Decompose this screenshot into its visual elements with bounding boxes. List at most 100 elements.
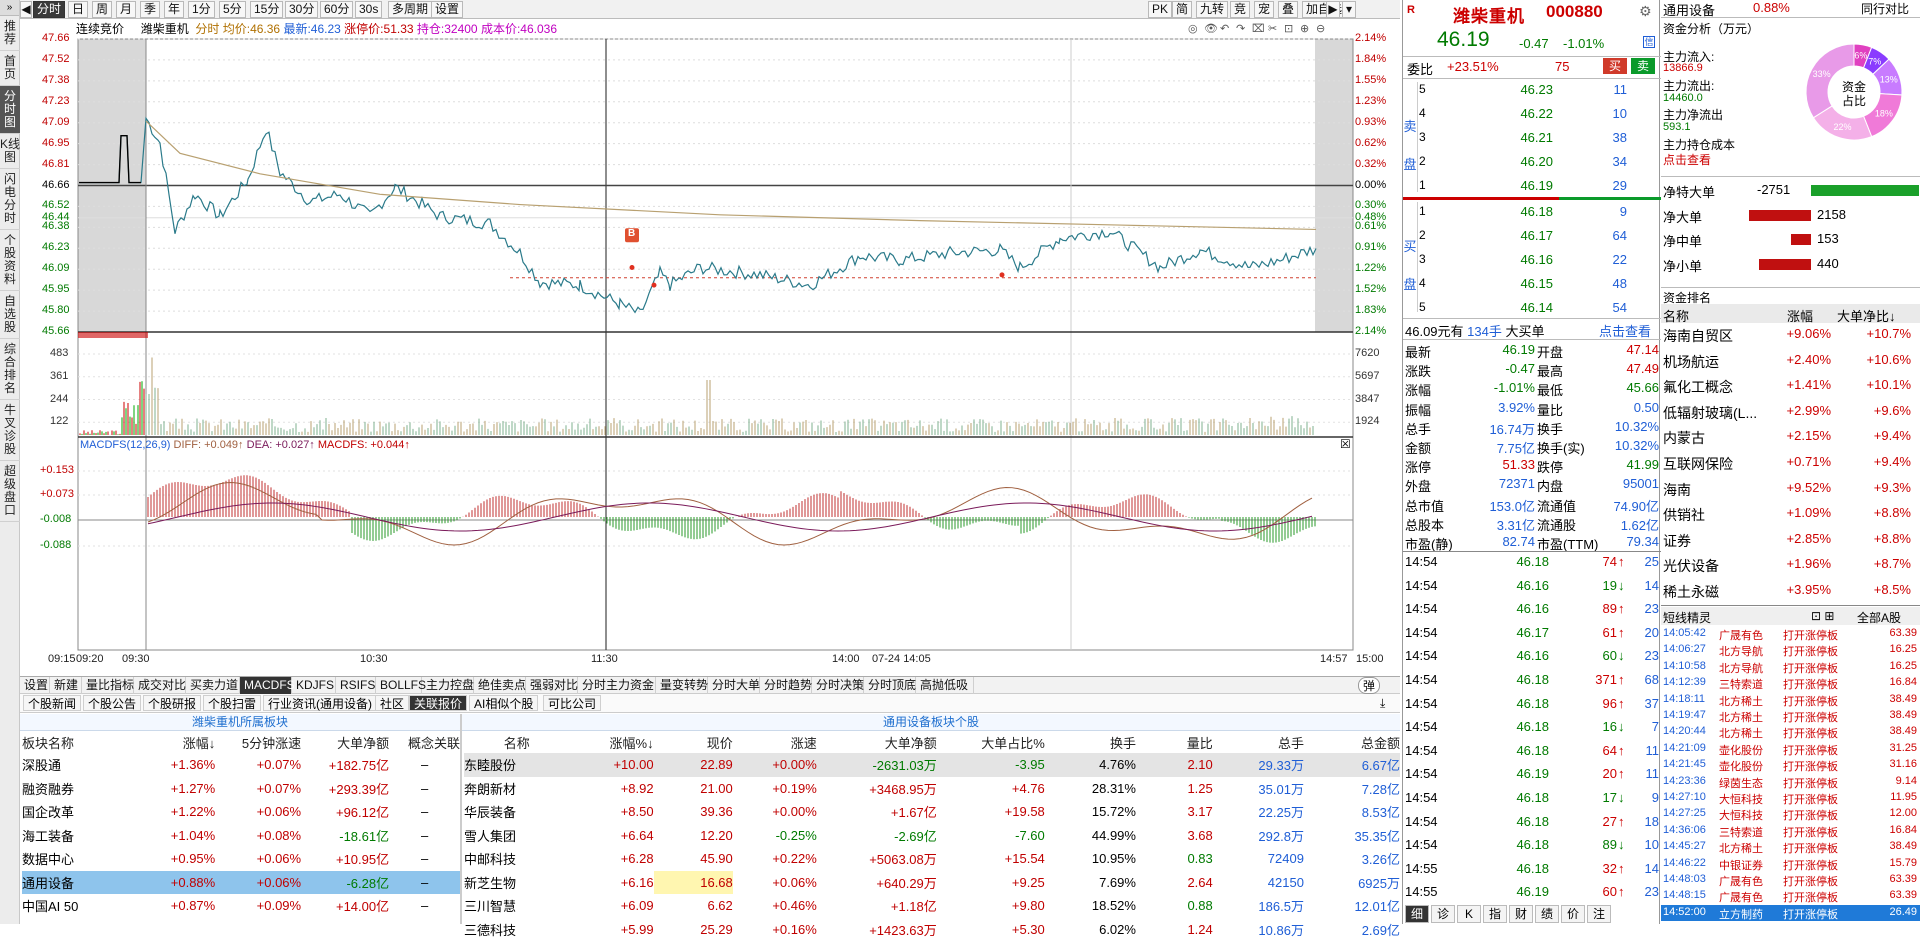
info-tab-0[interactable]: 个股新闻: [23, 695, 81, 711]
indicator-tab-13[interactable]: 量变转势: [656, 677, 708, 694]
ask-price[interactable]: 46.20: [1493, 154, 1553, 169]
bid-price[interactable]: 46.14: [1493, 300, 1553, 315]
rank-name[interactable]: 海南: [1663, 480, 1767, 500]
toolbar-right-0[interactable]: PK: [1148, 1, 1172, 18]
sector-row[interactable]: 国企改革+1.22%+0.06%+96.12亿–: [22, 800, 460, 824]
toolbar-right-4[interactable]: 宠: [1254, 1, 1274, 18]
dropdown-icon[interactable]: ▾: [1342, 1, 1356, 18]
period-tab-11[interactable]: 30s: [355, 1, 382, 18]
rank-name[interactable]: 内蒙古: [1663, 428, 1767, 448]
download-icon[interactable]: ⤓: [1376, 695, 1389, 711]
period-tab-5[interactable]: 年: [164, 1, 184, 18]
indicator-tab-6[interactable]: KDJFS: [292, 677, 336, 694]
nav-item-9[interactable]: 超级盘口: [0, 461, 20, 522]
sector-header-1[interactable]: 涨幅↓: [151, 731, 215, 753]
bid-price[interactable]: 46.18: [1493, 204, 1553, 219]
nav-item-4[interactable]: 闪电分时: [0, 169, 20, 230]
stocks-header-2[interactable]: 现价: [654, 731, 733, 753]
indicator-tab-9[interactable]: 主力控盘: [422, 677, 474, 694]
nav-item-7[interactable]: 综合排名: [0, 339, 20, 400]
info-tab-8[interactable]: 可比公司: [543, 695, 601, 711]
rank-name[interactable]: 海南自贸区: [1663, 326, 1767, 346]
toolbar-right-1[interactable]: 简: [1172, 1, 1192, 18]
quote-tab-3[interactable]: 指: [1483, 905, 1507, 923]
indicator-tab-14[interactable]: 分时大单: [708, 677, 760, 694]
indicator-tab-8[interactable]: BOLLFS: [376, 677, 422, 694]
rank-name[interactable]: 证券: [1663, 531, 1767, 551]
quote-tab-6[interactable]: 价: [1561, 905, 1585, 923]
indicator-tab-15[interactable]: 分时趋势: [760, 677, 812, 694]
indicator-tab-12[interactable]: 分时主力资金: [578, 677, 656, 694]
nav-item-6[interactable]: 自选股: [0, 291, 20, 339]
stocks-header-7[interactable]: 量比: [1136, 731, 1213, 753]
sector-row[interactable]: 数据中心+0.95%+0.06%+10.95亿–: [22, 847, 460, 871]
stocks-header-4[interactable]: 大单净额: [817, 731, 937, 753]
sector-row[interactable]: 海工装备+1.04%+0.08%-18.61亿–: [22, 824, 460, 848]
sector-header-3[interactable]: 大单净额: [301, 731, 389, 753]
info-tab-6[interactable]: 关联报价: [409, 695, 467, 711]
bid-price[interactable]: 46.17: [1493, 228, 1553, 243]
peer-compare-button[interactable]: 同行对比: [1861, 0, 1909, 17]
stocks-header-5[interactable]: 大单占比%: [937, 731, 1045, 753]
period-tab-8[interactable]: 15分: [250, 1, 283, 18]
quote-tab-2[interactable]: K: [1457, 905, 1481, 923]
toolbar-right-3[interactable]: 竞: [1230, 1, 1250, 18]
info-icon[interactable]: 信: [1643, 36, 1655, 48]
stocks-header-3[interactable]: 涨速: [733, 731, 817, 753]
info-tab-1[interactable]: 个股公告: [83, 695, 141, 711]
nav-item-8[interactable]: 牛叉诊股: [0, 400, 20, 461]
bid-price[interactable]: 46.15: [1493, 276, 1553, 291]
stocks-header-6[interactable]: 换手: [1045, 731, 1136, 753]
info-tab-2[interactable]: 个股研报: [143, 695, 201, 711]
quote-tab-0[interactable]: 细: [1405, 905, 1429, 923]
big-buy-link[interactable]: 点击查看: [1599, 321, 1651, 340]
back-icon[interactable]: ◀: [20, 1, 32, 18]
indicator-tab-2[interactable]: 量比指标: [82, 677, 134, 694]
ask-price[interactable]: 46.21: [1493, 130, 1553, 145]
period-tab-1[interactable]: 日: [68, 1, 88, 18]
rank-header-2[interactable]: 大单净比↓: [1837, 306, 1896, 325]
indicator-tab-0[interactable]: 设置: [20, 677, 50, 694]
ask-price[interactable]: 46.19: [1493, 178, 1553, 193]
indicator-tab-4[interactable]: 买卖力道: [186, 677, 240, 694]
period-tab-4[interactable]: 季: [140, 1, 160, 18]
bid-price[interactable]: 46.16: [1493, 252, 1553, 267]
sector-row[interactable]: 深股通+1.36%+0.07%+182.75亿–: [22, 753, 460, 777]
sector-header-2[interactable]: 5分钟涨速: [215, 731, 301, 753]
stocks-header-8[interactable]: 总手: [1213, 731, 1304, 753]
macd-close-icon[interactable]: ☒: [1340, 437, 1351, 451]
nav-item-2[interactable]: 分时图: [0, 86, 20, 134]
rank-name[interactable]: 机场航运: [1663, 352, 1767, 372]
sell-button[interactable]: 卖: [1631, 58, 1655, 74]
quote-tab-5[interactable]: 绩: [1535, 905, 1559, 923]
indicator-tab-11[interactable]: 强弱对比: [526, 677, 578, 694]
stocks-header-9[interactable]: 总金额: [1304, 731, 1400, 753]
rank-name[interactable]: 低辐射玻璃(L...: [1663, 403, 1767, 423]
sector-header-4[interactable]: 概念关联: [389, 731, 460, 753]
period-tab-2[interactable]: 周: [92, 1, 112, 18]
period-tab-10[interactable]: 60分: [320, 1, 353, 18]
info-tab-4[interactable]: 行业资讯(通用设备): [263, 695, 377, 711]
nav-item-5[interactable]: 个股资料: [0, 230, 20, 291]
